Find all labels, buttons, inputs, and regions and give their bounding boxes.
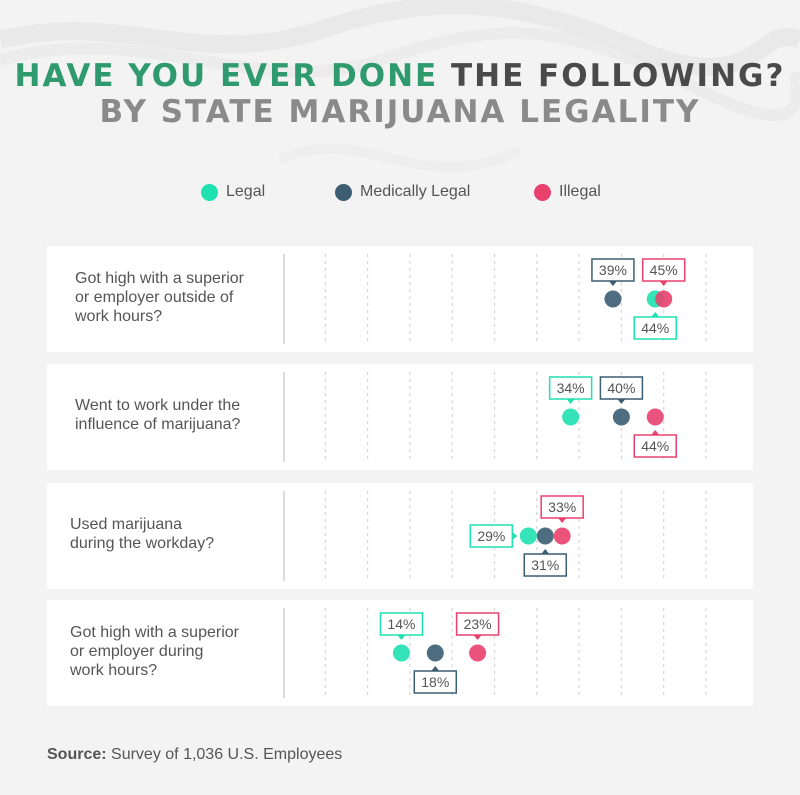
legend-label: Medically Legal [360,183,471,200]
legend-dot-icon [335,183,352,201]
row-label-line: work hours? [70,661,158,679]
row-divider [283,491,285,581]
row-label-line: Went to work under the [75,397,241,414]
value-tag-pointer [541,549,550,554]
row-label: Went to work under the influence of marij… [75,396,240,434]
value-label: 29% [477,528,505,544]
value-label: 33% [548,499,576,515]
data-point-legal [519,527,537,545]
row-label: Used marijuana during the workday? [70,515,214,553]
value-tag-pointer [617,399,626,404]
data-point-medically-legal [536,527,554,545]
value-label: 44% [641,438,669,454]
legend-dot-icon [534,183,551,201]
value-tag-pointer [431,666,440,671]
data-point-illegal [646,408,664,426]
value-label: 39% [599,262,627,278]
title-part-green: HAVE YOU EVER DONE [14,58,439,94]
chart-subtitle: BY STATE MARIJUANA LEGALITY [99,94,701,130]
row-label: Got high with a superior or employer outs… [75,269,244,326]
chart-title: HAVE YOU EVER DONE THE FOLLOWING? [0,58,800,94]
legend: Legal Medically Legal Illegal [0,183,800,209]
row-label-line: during the workday? [70,535,215,552]
row-divider [283,254,285,344]
data-point-illegal [469,644,487,662]
value-tag-pointer [473,635,482,640]
data-point-medically-legal [612,408,630,426]
data-point-legal [562,408,580,426]
data-point-medically-legal [604,290,622,308]
value-tag-pointer [659,281,668,286]
row-label-line: Got high with a superior [75,269,244,287]
value-label: 18% [421,674,449,690]
row-label-line: or employer outside of [75,288,234,306]
value-tag-box [469,524,514,548]
data-point-medically-legal [426,644,444,662]
value-tag-pointer [512,532,518,540]
legend-dot-icon [201,183,218,201]
value-tag-pointer [397,635,406,640]
value-tag-pointer [651,430,660,435]
value-label: 31% [531,557,559,573]
row-label-line: Used marijuana [70,516,183,533]
source-label: Source: [47,746,107,763]
row-divider [283,372,285,462]
row-divider [283,608,285,698]
value-label: 23% [464,616,492,632]
value-tag-pointer [558,518,567,523]
data-point-illegal [655,290,673,308]
value-label: 44% [641,320,669,336]
row-label-line: influence of marijuana? [75,416,241,433]
value-label: 34% [557,380,585,396]
row-label-line: Got high with a superior [70,623,239,641]
value-tag-pointer [608,281,617,286]
row-label-line: work hours? [75,307,163,325]
legend-item-medically-legal: Medically Legal [335,183,470,201]
source-note: Source: Survey of 1,036 U.S. Employees [47,746,342,764]
legend-label: Illegal [559,183,601,200]
value-tag-pointer [651,312,660,317]
value-label: 40% [607,380,635,396]
legend-item-legal: Legal [201,183,265,201]
title-part-dark: THE FOLLOWING? [451,58,786,94]
value-label: 14% [387,616,415,632]
data-point-illegal [553,527,571,545]
legend-label: Legal [226,183,266,200]
value-label: 45% [650,262,678,278]
value-tag-pointer [566,399,575,404]
source-text: Survey of 1,036 U.S. Employees [111,746,343,763]
row-card [47,483,753,589]
legend-item-illegal: Illegal [534,183,601,201]
row-label-line: or employer during [70,642,204,660]
data-point-legal [392,644,410,662]
row-label: Got high with a superior or employer duri… [70,623,239,680]
